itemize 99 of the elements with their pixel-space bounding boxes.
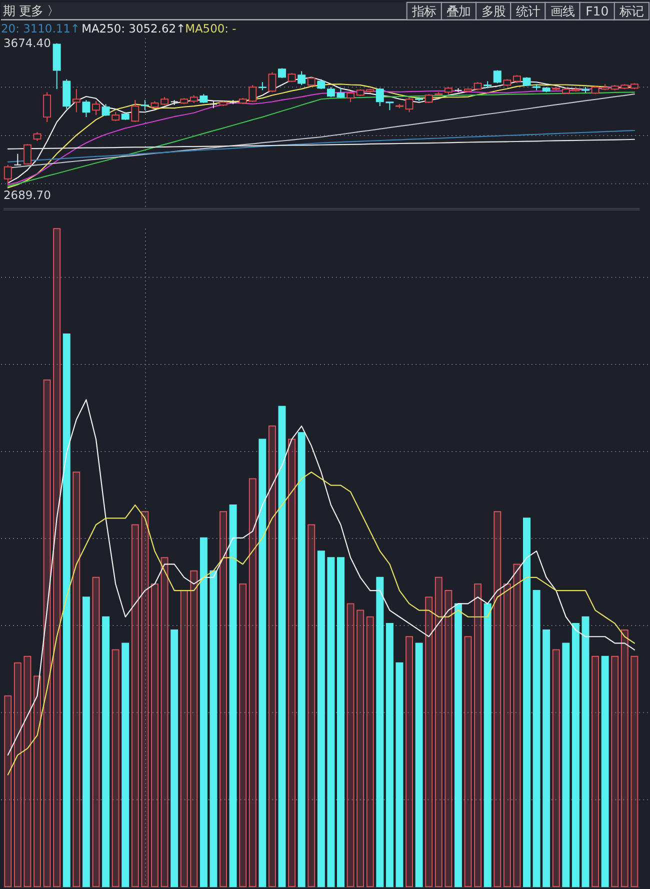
bar — [298, 432, 306, 888]
bar — [180, 590, 188, 888]
candlestick — [82, 100, 90, 118]
candlestick — [326, 86, 335, 98]
bar — [131, 524, 139, 888]
bar — [24, 656, 32, 888]
candlestick — [493, 70, 502, 84]
bar — [72, 472, 80, 888]
bar — [611, 656, 619, 888]
bar — [220, 511, 228, 888]
bar — [572, 622, 580, 888]
candlestick — [43, 92, 52, 123]
candlestick — [140, 100, 149, 111]
bar — [464, 636, 472, 888]
annotation: 叠加 — [446, 4, 471, 19]
candlestick — [72, 88, 80, 113]
bar — [53, 228, 61, 888]
bar — [415, 642, 423, 888]
candlestick — [102, 104, 110, 116]
bar — [337, 557, 344, 888]
bar — [620, 630, 628, 888]
annotation: 多股 — [481, 4, 506, 19]
bar — [112, 649, 120, 888]
bar — [43, 380, 51, 888]
bar — [200, 537, 208, 888]
bar — [34, 676, 41, 888]
candlestick — [131, 100, 140, 123]
bar — [582, 616, 590, 888]
bar — [210, 570, 218, 888]
candlestick — [14, 153, 22, 166]
candlestick — [4, 164, 12, 184]
bar — [308, 524, 316, 888]
annotation: 统计 — [516, 4, 540, 19]
bar — [366, 616, 374, 888]
candlestick — [336, 88, 345, 99]
bar — [484, 603, 492, 888]
candlestick — [268, 72, 276, 93]
bar — [327, 557, 335, 888]
bar — [4, 695, 12, 888]
bar — [160, 557, 168, 888]
bar — [513, 564, 521, 888]
chart-title: 期 更多 〉 — [2, 3, 59, 18]
bar — [92, 576, 100, 888]
bar — [552, 649, 560, 888]
bar — [503, 583, 511, 888]
bar — [170, 630, 178, 888]
bar — [630, 656, 638, 888]
candlestick — [298, 70, 306, 86]
bar — [229, 504, 237, 888]
bar — [190, 570, 198, 888]
bar — [62, 333, 70, 888]
bar — [474, 583, 482, 888]
annotation: F10 — [586, 4, 609, 19]
text: 20: 3110.11↑ — [0, 21, 80, 36]
bar — [494, 511, 502, 888]
bar — [317, 550, 325, 888]
bar — [406, 636, 414, 888]
bar — [454, 603, 462, 888]
bar — [376, 576, 384, 888]
line-series — [7, 138, 635, 150]
bar — [150, 583, 158, 888]
bar — [82, 596, 90, 888]
bar — [396, 662, 404, 888]
bar — [239, 583, 247, 888]
bar — [523, 518, 530, 888]
candlestick — [317, 78, 326, 90]
bar — [122, 642, 130, 888]
bar — [425, 596, 433, 888]
y-tick-label: 3674.40 — [3, 36, 51, 50]
bar — [248, 478, 256, 888]
candlestick — [405, 96, 414, 113]
candlestick — [23, 143, 32, 166]
bar — [102, 616, 110, 888]
bar — [532, 590, 540, 888]
annotation: 画线 — [550, 4, 575, 19]
bar — [542, 630, 550, 888]
bar — [278, 406, 286, 888]
candlestick — [278, 68, 286, 79]
bar — [356, 610, 364, 888]
y-tick-label: 2689.70 — [3, 188, 51, 202]
bar — [288, 438, 296, 888]
candlestick — [346, 90, 355, 103]
bar — [592, 656, 600, 888]
annotation: 标记 — [618, 4, 644, 19]
bar — [346, 603, 354, 888]
bar — [258, 438, 266, 888]
bar — [444, 590, 452, 888]
candlestick — [92, 100, 100, 116]
line-series — [7, 130, 635, 162]
text: MA250: 3052.62↑ — [82, 21, 186, 36]
bar — [601, 656, 609, 888]
bar — [434, 576, 442, 888]
bar — [386, 622, 394, 888]
bar — [14, 662, 22, 888]
bar — [268, 426, 276, 888]
bar — [141, 511, 149, 888]
bar — [562, 642, 570, 888]
legend-label: MA500: - — [185, 21, 236, 36]
annotation: 指标 — [411, 4, 436, 19]
